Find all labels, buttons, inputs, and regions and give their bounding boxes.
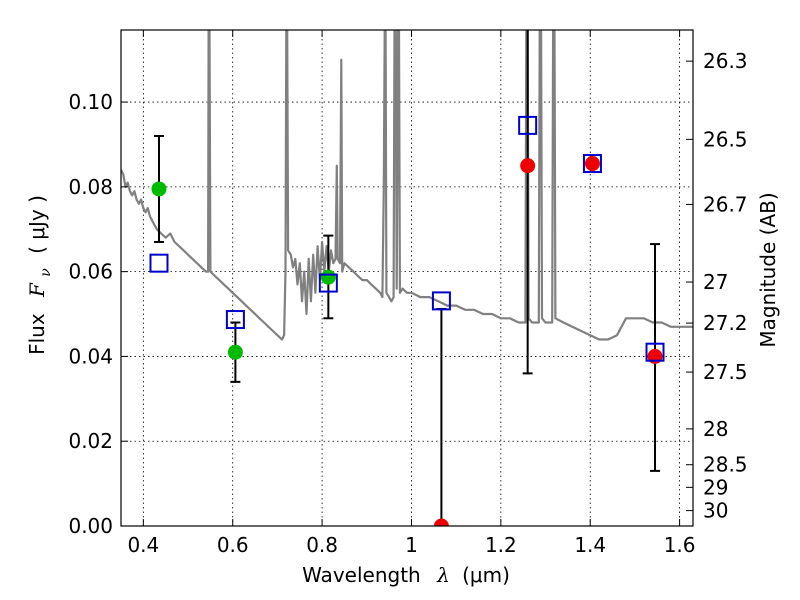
axis-ticks: 0.4 0.6 0.8 1 1.2 1.4 1.6 0.00 0.02 0.04 0.06 0.08 0… [68, 30, 748, 557]
model-box-1 [225, 310, 245, 330]
right-tick-label-0: 26.3 [703, 49, 748, 73]
y-axis-label-symbol: F [25, 282, 49, 298]
model-box-2 [318, 273, 338, 293]
observed-points [151, 156, 663, 526]
y-tick-label-0: 0.00 [68, 514, 113, 538]
right-tick-label-4: 27.2 [703, 311, 748, 335]
x-tick-label-2: 0.8 [306, 533, 338, 557]
x-tick-label-0: 0.4 [127, 533, 159, 557]
right-tick-label-8: 29 [703, 475, 728, 499]
green-point-0 [151, 181, 167, 197]
model-box-0 [149, 253, 169, 273]
y-tick-label-1: 0.02 [68, 429, 113, 453]
red-point-1 [520, 158, 536, 174]
plot-area [121, 30, 693, 526]
right-tick-label-7: 28.5 [703, 453, 748, 477]
x-axis-label-unit: (μm) [462, 563, 510, 587]
right-tick-label-1: 26.5 [703, 127, 748, 151]
red-point-0 [433, 518, 449, 526]
plot-frame [120, 29, 694, 527]
error-bars [153, 30, 661, 526]
red-point-2 [584, 156, 600, 172]
x-tick-label-6: 1.6 [664, 533, 696, 557]
y-axis-label-unit: ( μJy ) [25, 195, 49, 254]
x-tick-label-4: 1.2 [485, 533, 517, 557]
model-box-3 [431, 291, 451, 311]
green-point-1 [227, 344, 243, 360]
right-tick-label-9: 30 [703, 499, 728, 523]
y-tick-label-3: 0.06 [68, 260, 113, 284]
sed-model-line [121, 30, 693, 341]
x-axis-label-symbol: λ [436, 563, 450, 587]
y-axis-label-text: Flux [25, 313, 49, 355]
x-tick-label-5: 1.4 [574, 533, 606, 557]
right-tick-label-5: 27.5 [703, 360, 748, 384]
green-point-2 [320, 269, 336, 285]
y-tick-label-2: 0.04 [68, 344, 113, 368]
right-tick-label-2: 26.7 [703, 192, 748, 216]
y-tick-label-5: 0.10 [68, 90, 113, 114]
y-axis-label: Flux F ν ( μJy ) [25, 195, 55, 355]
x-axis-label: Wavelength λ (μm) [302, 563, 510, 587]
model-flux-boxes [149, 115, 665, 362]
model-box-6 [645, 342, 665, 362]
x-tick-label-3: 1 [405, 533, 418, 557]
y-axis-label-subscript: ν [38, 268, 54, 277]
x-tick-label-1: 0.6 [217, 533, 249, 557]
y-tick-label-4: 0.08 [68, 175, 113, 199]
right-axis-label: Magnitude (AB) [756, 192, 780, 347]
x-axis-label-text: Wavelength [302, 563, 421, 587]
right-tick-label-6: 28 [703, 417, 728, 441]
right-tick-label-3: 27 [703, 270, 728, 294]
model-box-4 [518, 115, 538, 135]
model-box-5 [582, 154, 602, 174]
data-layer [121, 30, 693, 526]
